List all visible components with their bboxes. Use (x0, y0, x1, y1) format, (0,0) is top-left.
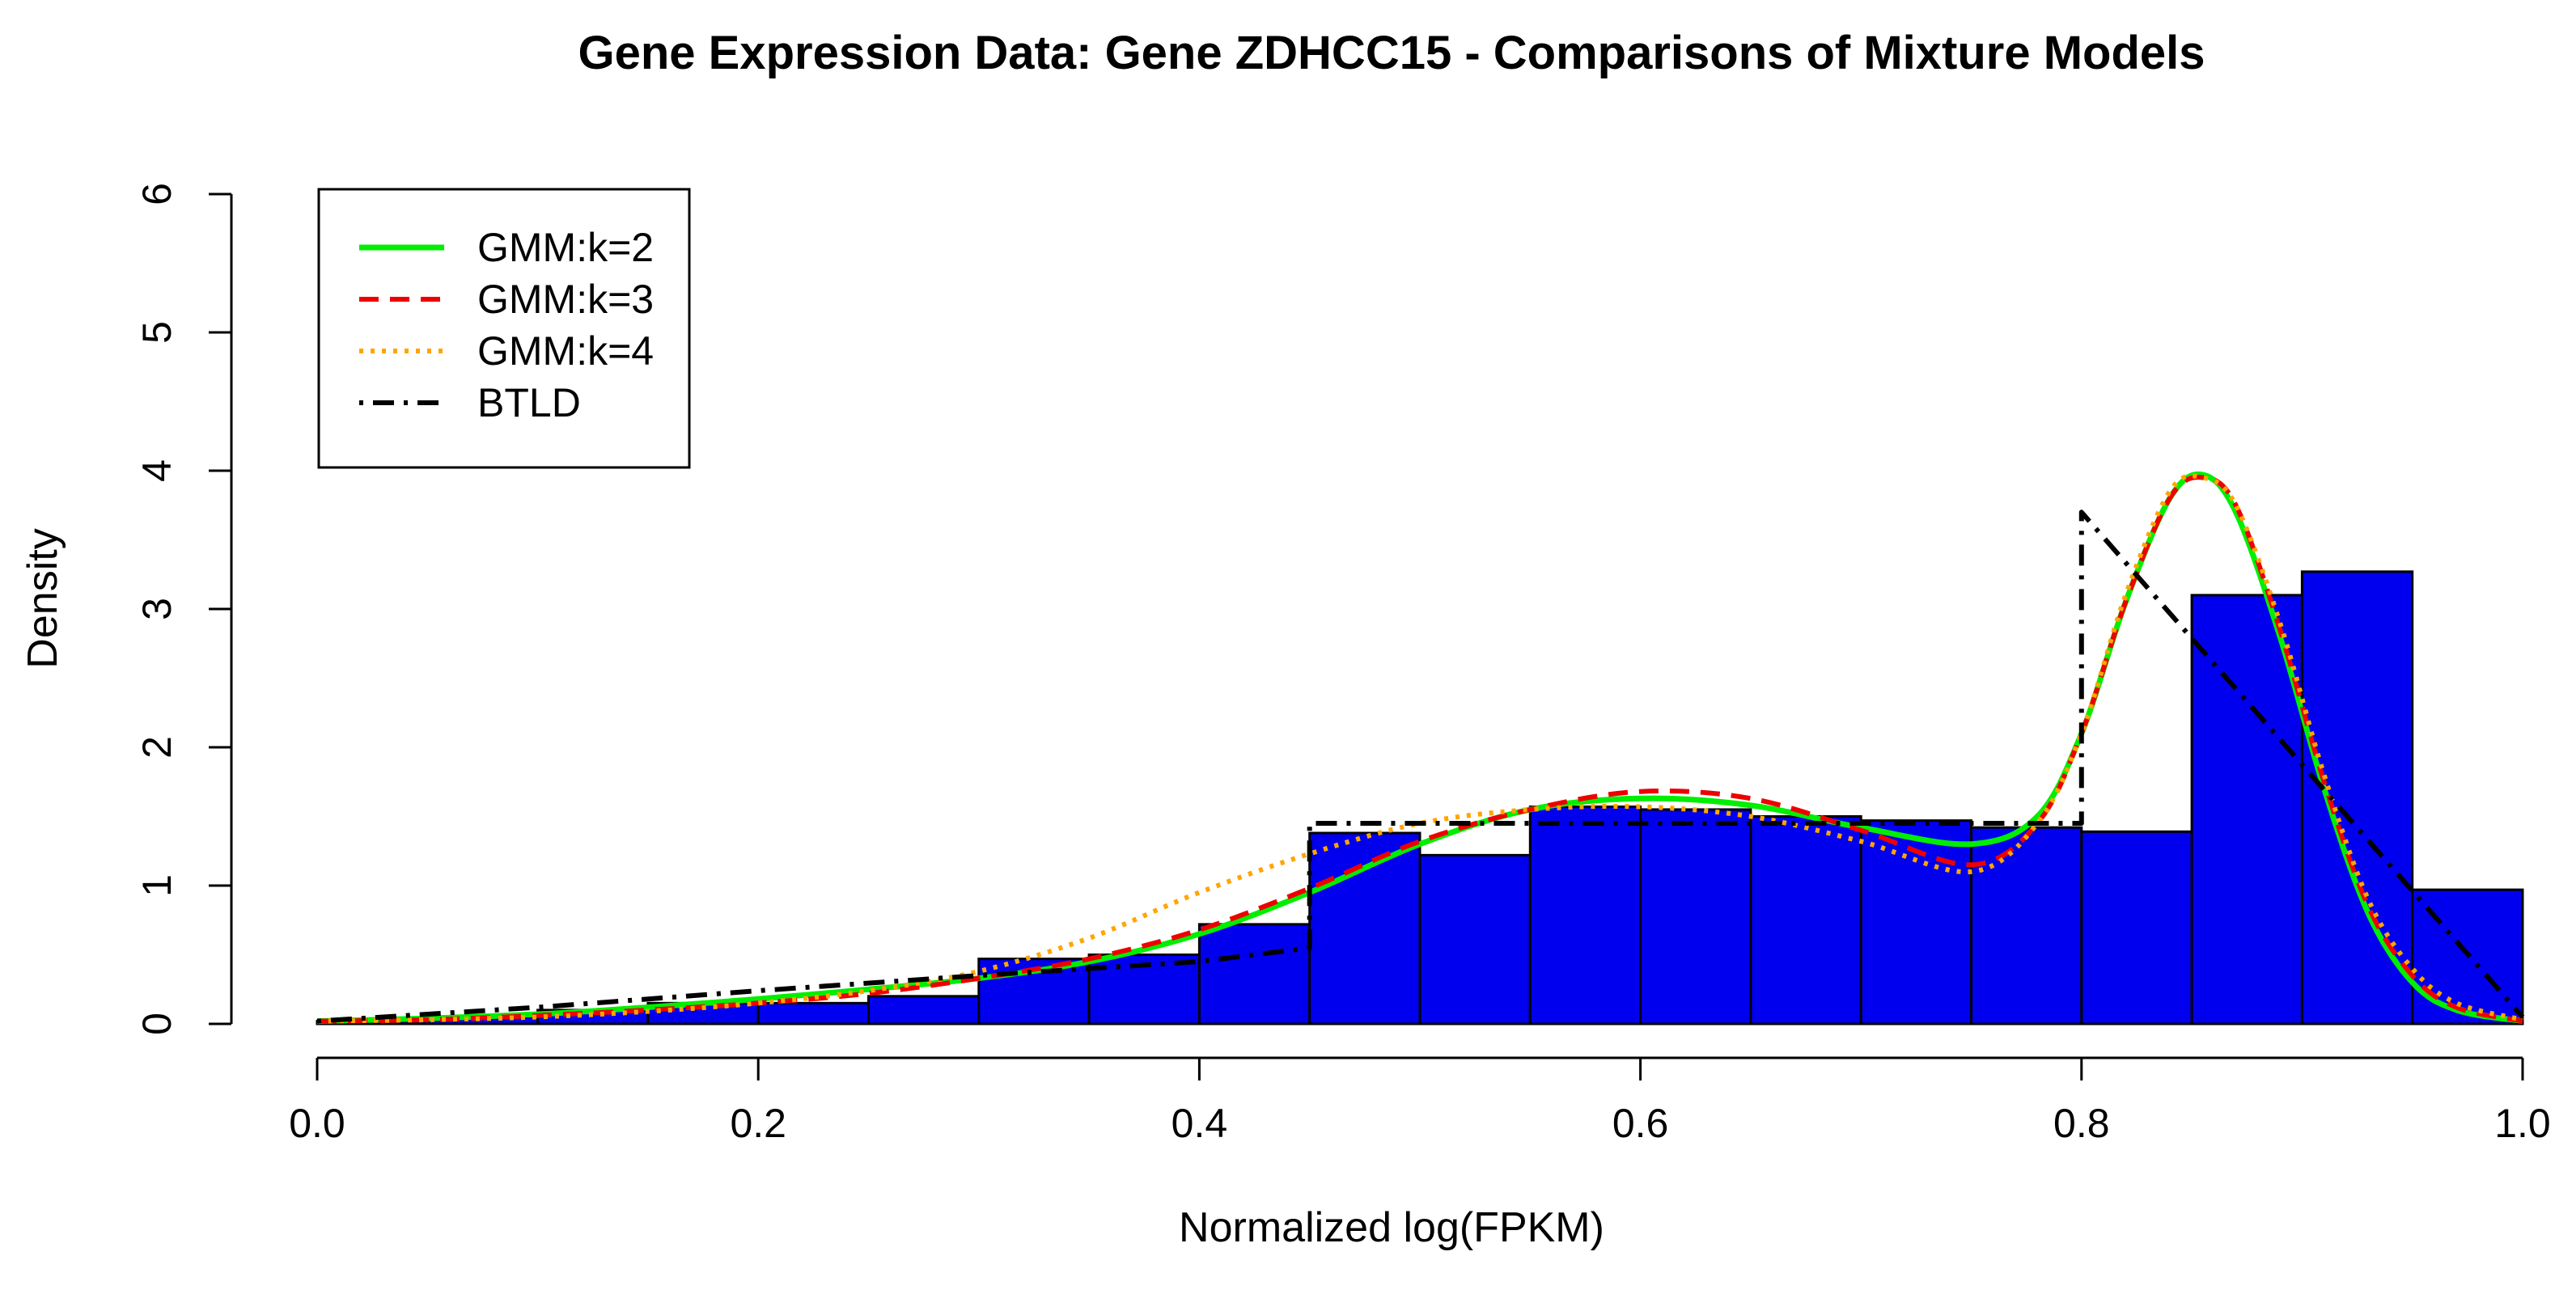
y-tick-label: 4 (134, 459, 180, 482)
density-curves (316, 471, 2525, 1025)
legend-label: BTLD (477, 380, 581, 425)
histogram-bar (2190, 594, 2303, 1025)
y-tick-label: 5 (134, 321, 180, 344)
legend-box (317, 188, 691, 469)
legend-label: GMM:k=3 (477, 277, 654, 322)
series-line (316, 473, 2523, 1024)
histogram-bar (1970, 826, 2083, 1025)
x-tick-label: 0.4 (1171, 1101, 1228, 1146)
histogram-bar (1749, 815, 1862, 1025)
histogram-bar (2300, 570, 2414, 1025)
chart-title: Gene Expression Data: Gene ZDHCC15 - Com… (578, 27, 2205, 79)
y-axis-title: Density (19, 528, 66, 668)
histogram-bar (1308, 831, 1421, 1025)
x-tick-label: 0.6 (1612, 1101, 1669, 1146)
histogram-bar (867, 995, 981, 1025)
legend: GMM:k=2 GMM:k=3 GMM:k=4 BTLD (317, 188, 691, 469)
y-tick-label: 1 (134, 874, 180, 897)
x-tick-label: 0.0 (289, 1101, 345, 1146)
y-tick-label: 2 (134, 736, 180, 759)
histogram-bar (1528, 806, 1642, 1025)
y-tick-label: 6 (134, 183, 180, 205)
x-tick-label: 0.8 (2053, 1101, 2110, 1146)
legend-label: GMM:k=4 (477, 328, 654, 374)
histogram-bar (2080, 830, 2193, 1025)
y-tick-label: 0 (134, 1013, 180, 1035)
histogram-bar (1639, 808, 1752, 1025)
series-line (316, 510, 2525, 1024)
y-axis: 0 1 2 3 4 5 6 (134, 183, 233, 1035)
y-tick-label: 3 (134, 598, 180, 620)
x-tick-label: 1.0 (2494, 1101, 2551, 1146)
histogram-bar (1197, 923, 1311, 1025)
histogram-bar (1418, 853, 1532, 1025)
x-tick-label: 0.2 (730, 1101, 786, 1146)
x-axis-title: Normalized log(FPKM) (1179, 1204, 1604, 1251)
x-axis: 0.0 0.2 0.4 0.6 0.8 1.0 (289, 1056, 2551, 1146)
histogram-bars (316, 570, 2524, 1025)
histogram-bar (756, 1001, 871, 1025)
legend-label: GMM:k=2 (477, 225, 654, 270)
